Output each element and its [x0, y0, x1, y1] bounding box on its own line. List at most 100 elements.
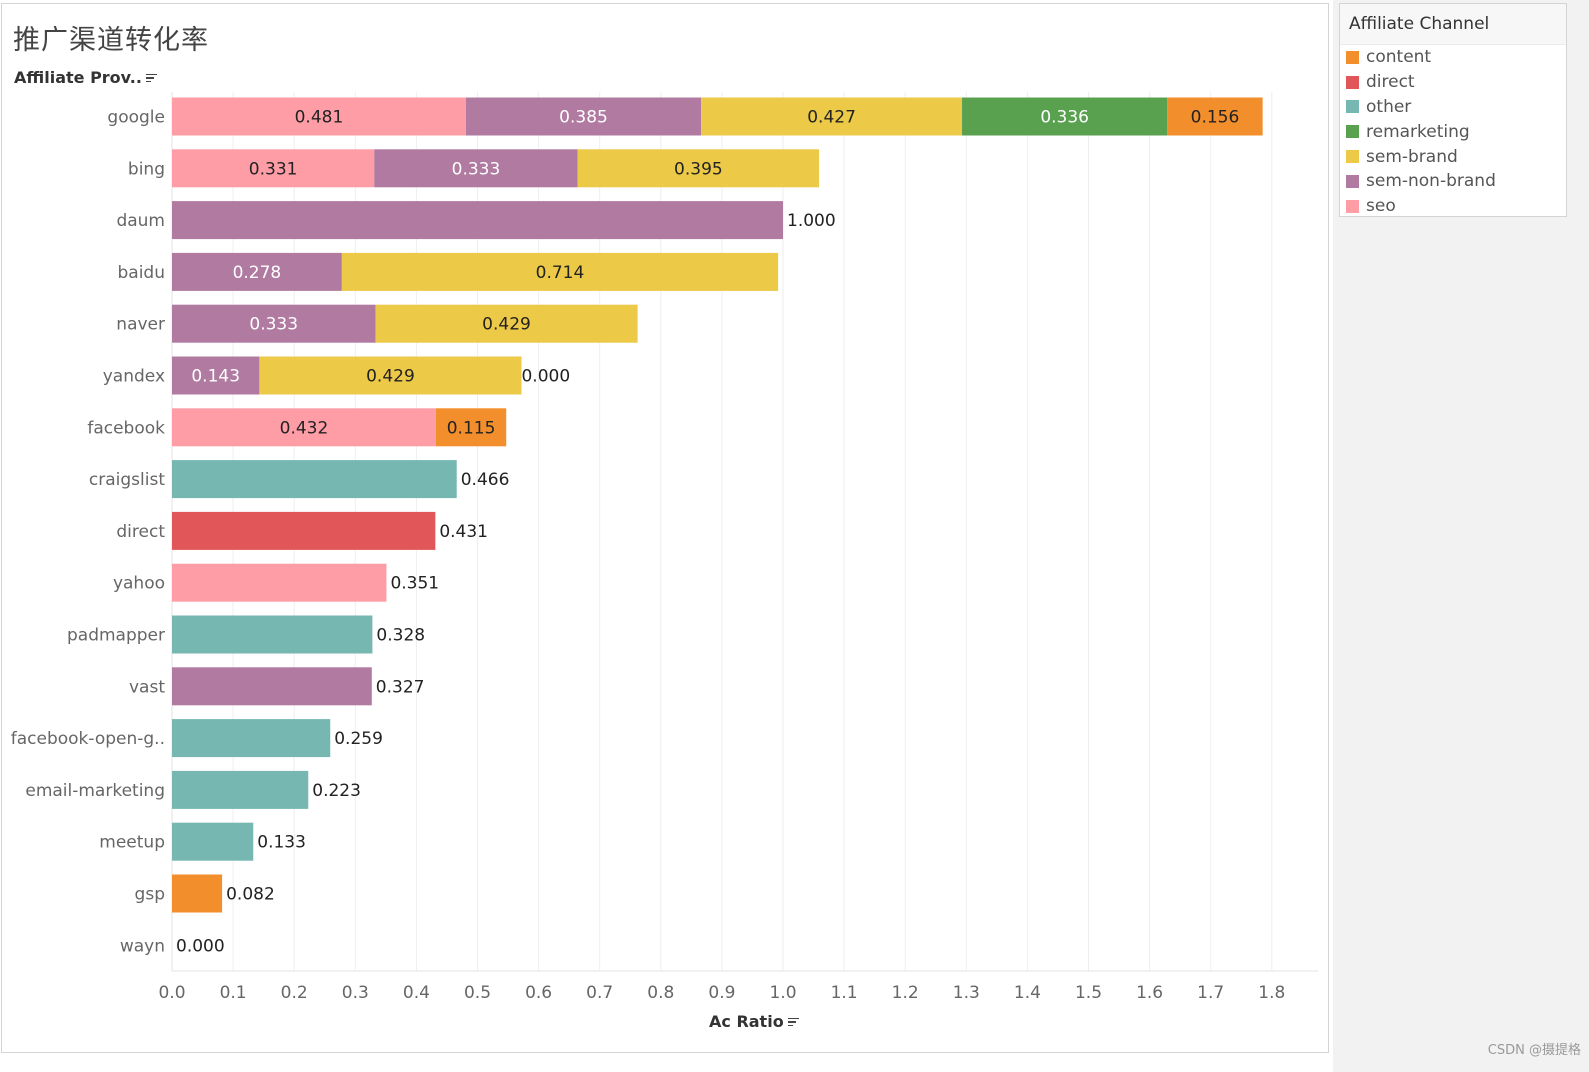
x-axis-title-label: Ac Ratio — [709, 1012, 784, 1031]
bar-segment-yahoo-seo[interactable] — [172, 563, 387, 602]
bar-segment-email-marketing-other[interactable] — [172, 770, 309, 809]
category-label[interactable]: yandex — [103, 367, 165, 387]
legend-item-sem-brand[interactable]: sem-brand — [1340, 144, 1566, 169]
bar-segment-google-sem-brand[interactable] — [701, 97, 963, 136]
category-label[interactable]: facebook-open-g.. — [11, 729, 165, 749]
category-label[interactable]: wayn — [120, 936, 165, 956]
legend-item-remarketing[interactable]: remarketing — [1340, 119, 1566, 144]
legend-label: content — [1366, 47, 1432, 68]
bar-segment-facebook-content[interactable] — [435, 408, 507, 447]
data-label: 0.000 — [176, 936, 225, 956]
data-label: 0.427 — [807, 108, 856, 128]
legend-swatch — [1346, 174, 1359, 188]
legend-swatch — [1346, 100, 1359, 114]
bar-segment-bing-seo[interactable] — [172, 149, 375, 188]
x-tick-label: 1.5 — [1075, 983, 1102, 1003]
category-label[interactable]: email-marketing — [25, 781, 165, 801]
legend-item-other[interactable]: other — [1340, 95, 1566, 120]
data-label: 0.223 — [312, 781, 361, 801]
legend-label: sem-non-brand — [1366, 171, 1496, 192]
category-label[interactable]: gsp — [135, 885, 165, 905]
data-label: 0.156 — [1191, 108, 1240, 128]
category-label[interactable]: bing — [128, 159, 165, 179]
bar-segment-gsp-content[interactable] — [172, 874, 223, 913]
legend-swatch — [1346, 199, 1359, 213]
data-label: 0.466 — [461, 470, 510, 490]
x-axis-title[interactable]: Ac Ratio — [0, 1012, 1589, 1031]
legend-swatch — [1346, 125, 1359, 139]
data-label: 0.333 — [249, 315, 298, 335]
data-label: 0.333 — [452, 159, 501, 179]
category-label[interactable]: baidu — [118, 263, 166, 283]
bar-segment-bing-sem-non-brand[interactable] — [374, 149, 578, 188]
bar-segment-facebook-seo[interactable] — [172, 408, 436, 447]
bar-segment-google-sem-non-brand[interactable] — [465, 97, 702, 136]
bar-segment-naver-sem-brand[interactable] — [375, 304, 638, 343]
bar-segment-facebook-open-g..-other[interactable] — [172, 719, 331, 758]
legend-label: remarketing — [1366, 121, 1470, 142]
category-label[interactable]: craigslist — [89, 470, 165, 490]
category-label[interactable]: google — [107, 108, 165, 128]
category-label[interactable]: padmapper — [67, 626, 165, 646]
x-tick-label: 0.9 — [708, 983, 735, 1003]
bar-segment-craigslist-other[interactable] — [172, 460, 457, 499]
data-label: 0.000 — [521, 367, 570, 387]
bar-chart: 0.0 0.1 0.2 0.3 0.4 0.5 0.6 0.7 0.8 0.9 1.0 1.1 1.2 1… — [11, 92, 1318, 1003]
data-label: 0.082 — [226, 885, 275, 905]
legend-label: sem-brand — [1366, 146, 1458, 167]
legend-swatch — [1346, 150, 1359, 164]
data-label: 0.143 — [191, 367, 240, 387]
bar-segment-daum-sem-non-brand[interactable] — [172, 201, 783, 240]
data-label: 0.351 — [390, 574, 439, 594]
category-label[interactable]: naver — [116, 315, 165, 335]
bar-segment-google-seo[interactable] — [172, 97, 466, 136]
x-tick-label: 0.6 — [525, 983, 552, 1003]
x-tick-label: 0.4 — [403, 983, 430, 1003]
x-tick-label: 1.6 — [1136, 983, 1163, 1003]
legend-item-sem-non-brand[interactable]: sem-non-brand — [1340, 169, 1566, 194]
bar-segment-naver-sem-non-brand[interactable] — [172, 304, 376, 343]
bar-segment-vast-sem-non-brand[interactable] — [172, 667, 372, 706]
legend-label: direct — [1366, 72, 1415, 93]
legend: Affiliate Channel content direct other rema… — [1339, 3, 1567, 217]
sort-icon[interactable] — [787, 1017, 799, 1027]
bar-segment-google-content[interactable] — [1167, 97, 1263, 136]
bar-segment-bing-sem-brand[interactable] — [577, 149, 820, 188]
category-label[interactable]: daum — [116, 211, 165, 231]
bar-segment-baidu-sem-brand[interactable] — [341, 252, 779, 291]
legend-items: content direct other remarketing sem-brand se… — [1340, 45, 1566, 219]
x-tick-label: 1.4 — [1014, 983, 1041, 1003]
bar-segment-padmapper-other[interactable] — [172, 615, 373, 654]
category-label[interactable]: direct — [116, 522, 165, 542]
bar-segment-google-remarketing[interactable] — [962, 97, 1168, 136]
bar-segment-direct-direct[interactable] — [172, 511, 436, 550]
sort-icon[interactable] — [145, 73, 157, 83]
data-label: 0.429 — [482, 315, 531, 335]
row-field-header[interactable]: Affiliate Prov.. — [14, 68, 157, 87]
data-label: 1.000 — [787, 211, 836, 231]
x-tick-label: 0.2 — [281, 983, 308, 1003]
bar-segment-yandex-sem-brand[interactable] — [259, 356, 522, 395]
data-label: 0.133 — [257, 833, 306, 853]
category-label[interactable]: facebook — [87, 418, 165, 438]
legend-swatch — [1346, 75, 1359, 89]
data-label: 0.481 — [295, 108, 344, 128]
legend-item-seo[interactable]: seo — [1340, 194, 1566, 219]
data-label: 0.115 — [447, 418, 496, 438]
bar-segment-meetup-other[interactable] — [172, 822, 254, 861]
bar-segment-baidu-sem-non-brand[interactable] — [172, 252, 342, 291]
x-tick-label: 1.7 — [1197, 983, 1224, 1003]
data-label: 0.328 — [376, 626, 425, 646]
bar-segment-yandex-sem-non-brand[interactable] — [172, 356, 260, 395]
data-label: 0.327 — [376, 677, 425, 697]
row-field-header-label: Affiliate Prov.. — [14, 68, 142, 87]
category-label[interactable]: vast — [129, 677, 165, 697]
category-label[interactable]: meetup — [99, 833, 165, 853]
x-tick-label: 0.3 — [342, 983, 369, 1003]
legend-item-content[interactable]: content — [1340, 45, 1566, 70]
x-tick-label: 0.0 — [158, 983, 185, 1003]
legend-item-direct[interactable]: direct — [1340, 70, 1566, 95]
data-label: 0.336 — [1040, 108, 1089, 128]
category-label[interactable]: yahoo — [113, 574, 165, 594]
x-tick-label: 0.8 — [647, 983, 674, 1003]
